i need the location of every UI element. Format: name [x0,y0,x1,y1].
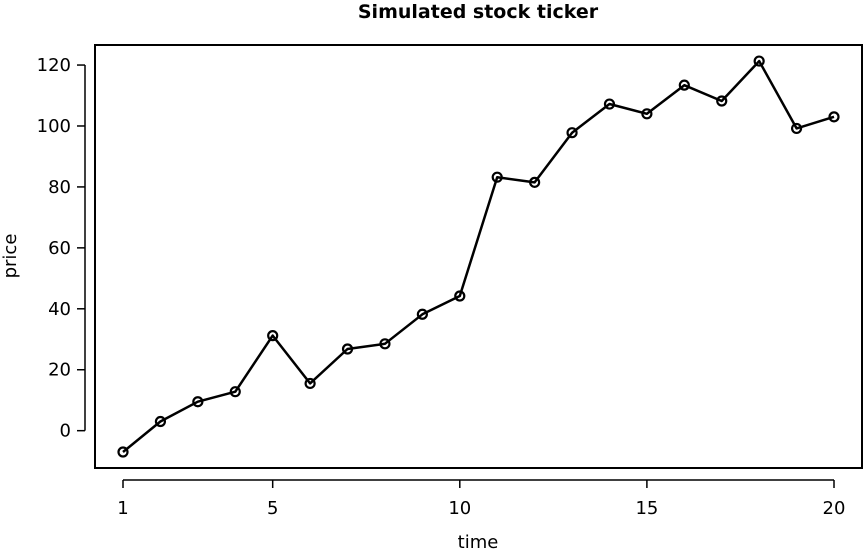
data-point [192,396,204,408]
data-point [716,95,728,107]
y-tick-label: 80 [48,177,71,198]
data-point [566,127,578,139]
data-point [678,79,690,91]
data-point [229,386,241,398]
y-tick-label: 100 [37,116,71,137]
y-tick-label: 0 [60,421,71,442]
data-point [341,343,354,355]
data-point [117,446,129,458]
x-tick-label: 10 [448,498,471,519]
data-point [790,122,803,135]
data-point [416,308,428,320]
y-axis-label: price [0,234,21,279]
data-point [379,338,391,350]
x-tick-label: 15 [635,498,658,519]
data-point [154,415,167,428]
plot-frame [94,44,863,469]
y-tick-label: 40 [48,299,71,320]
data-point [529,176,541,188]
chart-title: Simulated stock ticker [358,1,599,23]
x-tick-label: 20 [823,498,846,519]
series-layer [117,55,840,458]
data-point [828,111,840,123]
y-tick-label: 20 [48,360,71,381]
series-line [122,59,835,453]
y-tick-label: 120 [37,55,71,76]
y-tick-label: 60 [48,238,71,259]
data-point [491,171,503,183]
data-point [641,108,653,120]
data-point [267,330,279,342]
data-point [753,55,765,67]
data-point [454,290,466,302]
x-axis-label: time [458,532,499,551]
data-point [603,98,616,110]
x-tick-label: 5 [267,498,278,519]
data-point [304,377,316,390]
x-tick-label: 1 [117,498,128,519]
